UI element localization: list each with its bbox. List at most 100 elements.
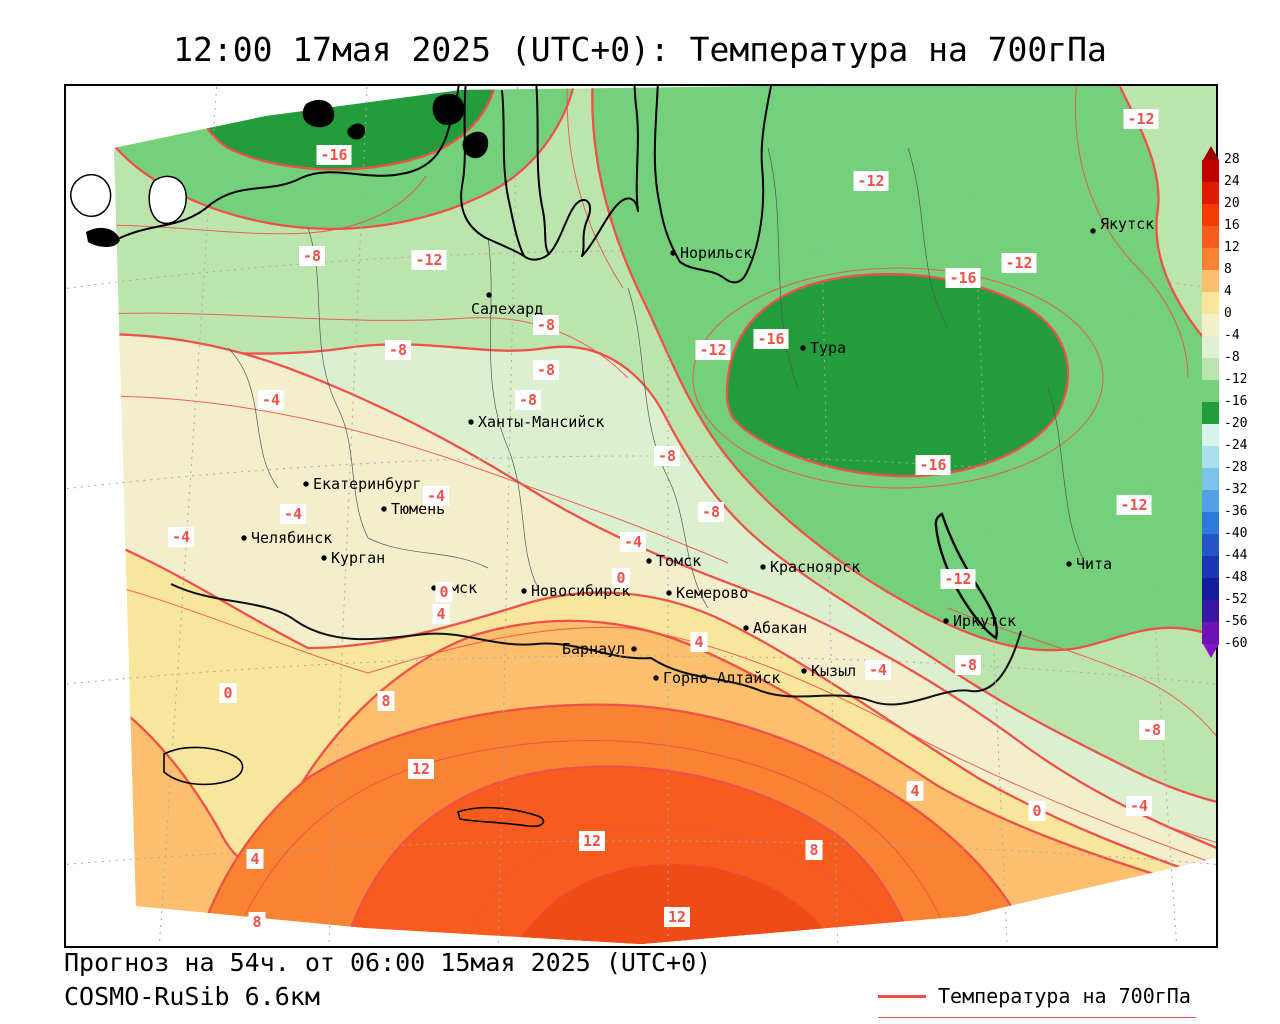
contour-label-value: -8 [303,247,321,265]
colorbar-tick-label: 4 [1224,284,1232,299]
city-marker: Новосибирск [521,582,630,600]
contour-label-box [805,840,823,860]
colorbar-segment [1202,512,1219,534]
colorbar-tick-label: -8 [1224,350,1240,365]
contour-label-value: -12 [699,341,726,359]
contour-label: -8 [1139,720,1165,740]
city-marker: Челябинск [241,529,332,547]
contour-label-value: -4 [869,661,887,679]
contour-label-box [219,683,237,703]
city-dot [241,535,247,541]
contour-label: 0 [612,568,630,588]
colorbar-labels: 28 24 20 16 12 8 4 0 -4 -8 -12 -16 -20 -24 -28 -32 -36 -4… [1224,152,1260,651]
city-label: Томск [656,552,701,570]
contour-label-value: -16 [320,146,347,164]
city-dot [1066,561,1072,567]
contour-label: -8 [515,390,541,410]
colorbar-segment [1202,380,1219,402]
contour-label-box [168,527,194,547]
colorbar-segment [1202,358,1219,380]
city-label: Чита [1076,555,1112,573]
contour-label: -4 [168,527,194,547]
contour-label-box [906,781,924,801]
city-dot [521,588,527,594]
contour-label-box [1139,720,1165,740]
contour-label: 12 [664,907,690,927]
contour-label: -12 [411,250,447,270]
contour-label-value: 8 [809,841,818,859]
colorbar-tick-label: 12 [1224,240,1240,255]
colorbar-tick-label: -56 [1224,614,1248,629]
city-label: Якутск [1100,215,1154,233]
contour-label-value: 8 [381,692,390,710]
contour-label-box [299,246,325,266]
contour-label: 12 [579,831,605,851]
city-dot [486,292,492,298]
contour-labels-layer: -16-8 -12-12-12-12-16-8-16-12-8-8-8-4-8 -1… [168,109,1165,932]
colorbar-tick-label: -24 [1224,438,1248,453]
forecast-info: Прогноз на 54ч. от 06:00 15мая 2025 (UTC… [64,948,712,977]
coastlines [69,86,773,284]
contour-label-value: -8 [658,447,676,465]
contour-label-value: -8 [519,391,537,409]
colorbar-tick-label: -16 [1224,394,1248,409]
contour-label-box [853,171,889,191]
city-marker: Курган [321,549,385,567]
contour-label-value: -4 [427,487,445,505]
colorbar-segment [1202,226,1219,248]
colorbar-segment [1202,160,1219,182]
colorbar-tick-label: -40 [1224,526,1248,541]
colorbar-tick-label: -60 [1224,636,1248,651]
city-marker: Кемерово [666,584,748,602]
colorbar-tick-label: -20 [1224,416,1248,431]
contour-label-box [654,446,680,466]
contour-label-box [612,568,630,588]
colorbar-tick-label: -12 [1224,372,1248,387]
map-title: 12:00 17мая 2025 (UTC+0): Температура на… [173,30,1107,69]
contour-label-box [620,532,646,552]
contour-label-value: -8 [959,656,977,674]
colorbar-tick-label: 8 [1224,262,1232,277]
contour-label-box [432,604,450,624]
contour-label-box [940,569,976,589]
colorbar-segment [1202,402,1219,424]
city-marker: Ханты-Мансийск [468,413,604,431]
city-dot [321,555,327,561]
temperature-line-sample [878,994,926,998]
contour-label-value: 4 [694,633,703,651]
contour-label-box [423,486,449,506]
contour-label: 0 [219,683,237,703]
contour-label: -16 [915,455,951,475]
city-dot [1090,228,1096,234]
contour-label: -12 [940,569,976,589]
contour-label-box [695,340,731,360]
contour-label-box [945,268,981,288]
contour-label: -4 [865,660,891,680]
colorbar-tick-label: -44 [1224,548,1248,563]
contour-label: 0 [435,582,453,602]
contour-label: 8 [248,912,266,932]
colorbar-segment [1202,336,1219,358]
city-marker: Норильск [670,244,752,262]
contour-label-value: -4 [172,528,190,546]
colorbar-tick-label: 24 [1224,174,1240,189]
colorbar-tick-label: 0 [1224,306,1232,321]
contour-label-box [955,655,981,675]
contour-label: 4 [432,604,450,624]
colorbar-segment [1202,424,1219,446]
contour-label-value: -12 [1127,110,1154,128]
contour-label-value: 12 [583,832,601,850]
colorbar-segment [1202,314,1219,336]
city-label: Новосибирск [531,582,630,600]
city-label: Салехард [471,300,543,318]
contour-label-value: -16 [919,456,946,474]
contour-label: 0 [1028,801,1046,821]
contour-label: -8 [385,340,411,360]
temperature-field [114,86,1216,944]
city-label: Барнаул [562,640,625,658]
contour-label: -4 [258,390,284,410]
city-dot [303,481,309,487]
contour-label-value: 12 [668,908,686,926]
city-dot [801,668,807,674]
